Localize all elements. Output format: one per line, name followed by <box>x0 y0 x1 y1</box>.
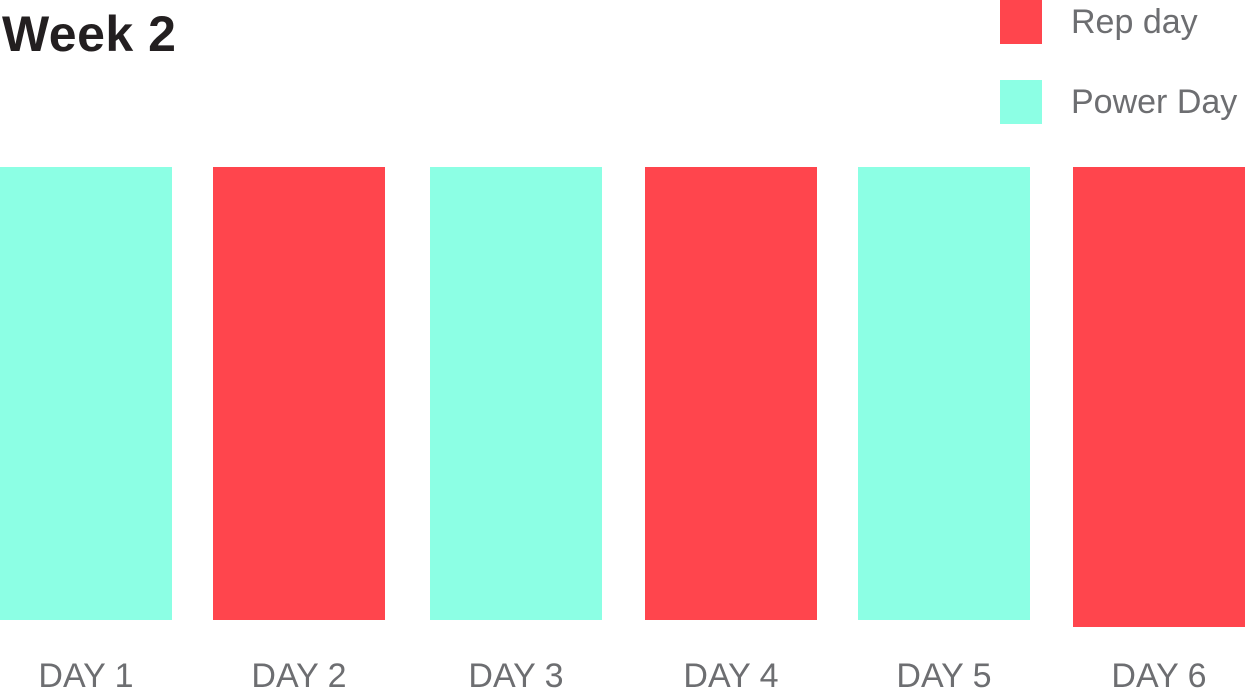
power-day-swatch <box>1000 80 1042 124</box>
legend-label-rep-day: Rep day <box>1071 3 1198 41</box>
rep-day-swatch <box>1000 0 1042 44</box>
day-6-block <box>1073 167 1245 627</box>
legend-item-power-day: Power Day <box>1000 80 1237 124</box>
day-4-label: DAY 4 <box>683 657 779 695</box>
day-5-label: DAY 5 <box>896 657 992 695</box>
day-1-block <box>0 167 172 620</box>
day-3-block <box>430 167 602 620</box>
day-2-label: DAY 2 <box>251 657 347 695</box>
legend-item-rep-day: Rep day <box>1000 0 1198 44</box>
day-6-label: DAY 6 <box>1111 657 1207 695</box>
day-1-label: DAY 1 <box>38 657 134 695</box>
day-3-label: DAY 3 <box>468 657 564 695</box>
legend-label-power-day: Power Day <box>1071 83 1238 121</box>
legend: Rep day Power Day <box>1000 0 1245 130</box>
day-5-block <box>858 167 1030 620</box>
day-2-block <box>213 167 385 620</box>
page-title: Week 2 <box>2 6 177 62</box>
day-4-block <box>645 167 817 620</box>
